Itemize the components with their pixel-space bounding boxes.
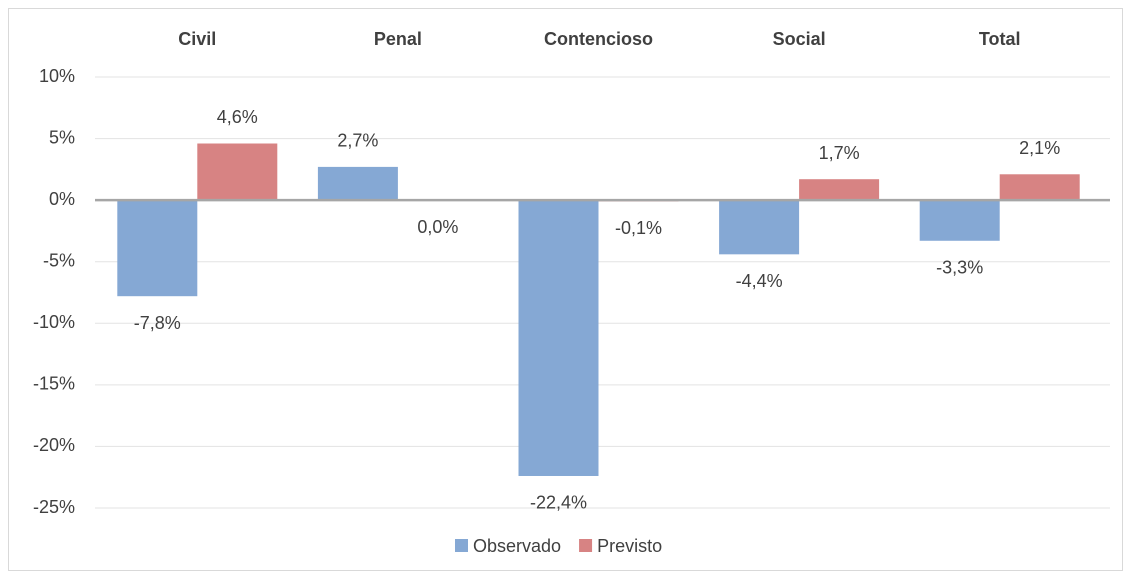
data-label: 0,0% xyxy=(417,217,458,237)
data-label: 2,1% xyxy=(1019,138,1060,158)
data-label: -3,3% xyxy=(936,258,983,278)
category-label: Civil xyxy=(178,29,216,49)
legend-swatch xyxy=(455,539,468,552)
y-tick-label: 10% xyxy=(39,66,75,86)
bar xyxy=(999,174,1080,201)
category-label: Total xyxy=(979,29,1021,49)
data-label: -0,1% xyxy=(615,218,662,238)
bar xyxy=(197,143,278,201)
bar xyxy=(518,200,599,476)
y-tick-label: 5% xyxy=(49,127,75,147)
data-label: -4,4% xyxy=(736,271,783,291)
data-label: 1,7% xyxy=(819,143,860,163)
bar xyxy=(799,179,880,201)
y-tick-label: -25% xyxy=(33,497,75,517)
y-tick-label: -5% xyxy=(43,250,75,270)
bar xyxy=(719,200,800,255)
bar xyxy=(919,200,1000,241)
data-label: 2,7% xyxy=(337,131,378,151)
category-label: Contencioso xyxy=(544,29,653,49)
bar xyxy=(117,200,198,297)
y-tick-label: -15% xyxy=(33,374,75,394)
y-tick-label: 0% xyxy=(49,189,75,209)
y-tick-label: -10% xyxy=(33,312,75,332)
legend-swatch xyxy=(579,539,593,552)
category-label: Social xyxy=(773,29,826,49)
data-label: -22,4% xyxy=(530,493,587,513)
category-label: Penal xyxy=(374,29,422,49)
legend-label: Previsto xyxy=(597,536,662,556)
bar xyxy=(317,166,398,201)
legend-label: Observado xyxy=(473,536,561,556)
data-label: 4,6% xyxy=(217,107,258,127)
data-label: -7,8% xyxy=(134,313,181,333)
y-tick-label: -20% xyxy=(33,435,75,455)
